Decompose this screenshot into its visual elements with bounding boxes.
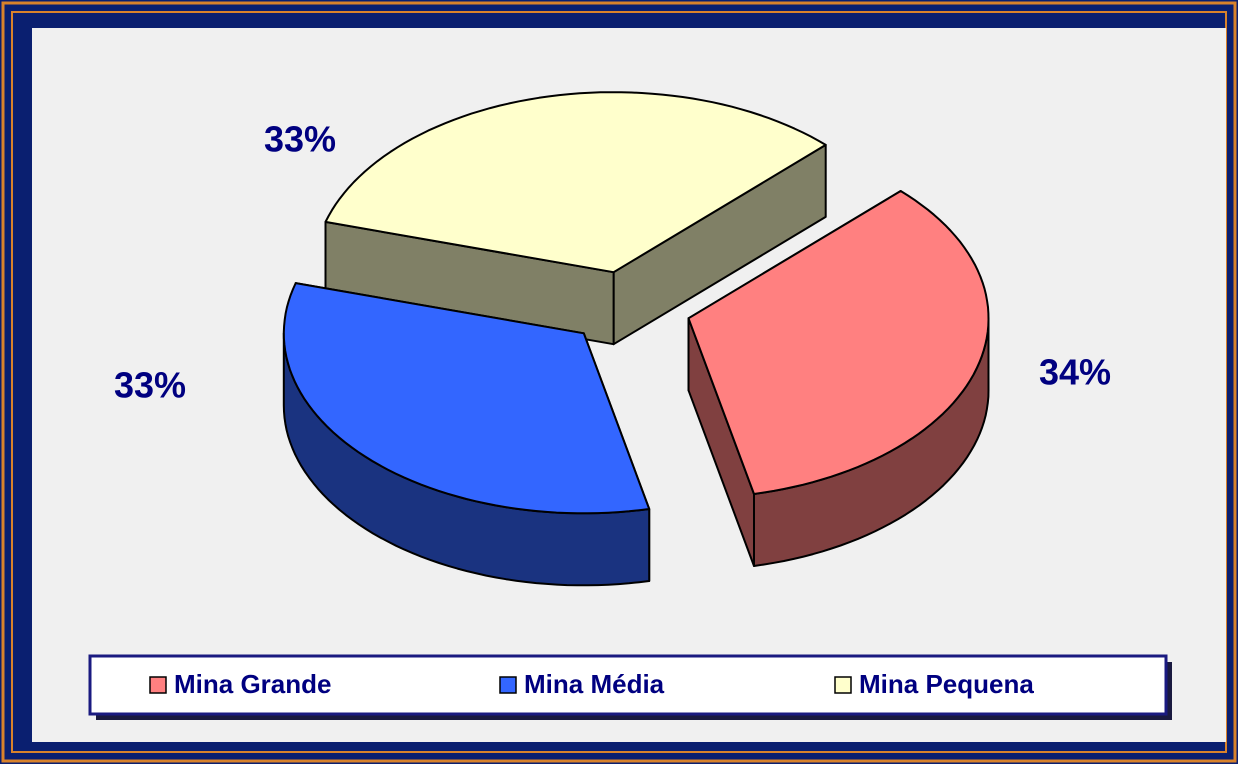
legend-label: Mina Pequena (859, 669, 1034, 699)
data-label: 33% (114, 365, 186, 406)
legend-swatch (499, 676, 517, 694)
legend (88, 654, 1168, 716)
legend-swatch (834, 676, 852, 694)
legend-label: Mina Grande (174, 669, 331, 699)
slice (282, 282, 651, 515)
data-label: 34% (1039, 352, 1111, 393)
legend-swatch (149, 676, 167, 694)
legend-label: Mina Média (524, 669, 665, 699)
data-label: 33% (264, 119, 336, 160)
slice (687, 190, 990, 495)
pie (282, 91, 990, 587)
slice (324, 91, 827, 274)
